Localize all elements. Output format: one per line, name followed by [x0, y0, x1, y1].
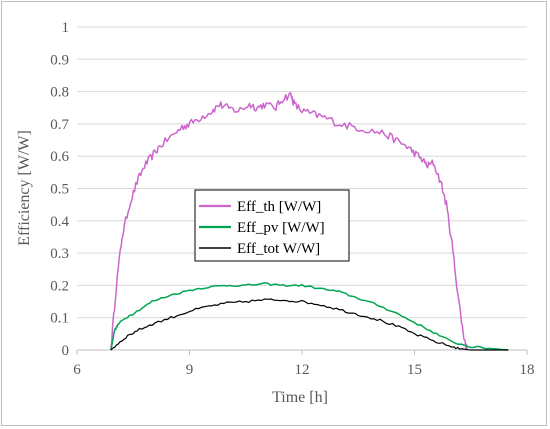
- legend-label-eff-tot: Eff_tot W/W]: [237, 241, 320, 257]
- x-tick-label: 6: [73, 362, 81, 378]
- y-tick-label: 0.8: [50, 85, 69, 101]
- legend: Eff_th [W/W] Eff_pv [W/W] Eff_tot W/W]: [194, 189, 350, 262]
- y-tick-label: 0.1: [50, 311, 69, 327]
- x-tick-labels: 6 9 12 15 18: [73, 350, 535, 378]
- y-tick-label: 0.5: [50, 182, 69, 198]
- y-tick-label: 0: [62, 343, 70, 359]
- y-tick-label: 0.4: [50, 214, 69, 230]
- legend-label-eff-th: Eff_th [W/W]: [237, 199, 321, 215]
- x-tick-label: 12: [295, 362, 310, 378]
- series-line-eff-pv: [110, 282, 509, 351]
- y-tick-label: 0.3: [50, 246, 69, 262]
- series-line-eff-tot: [110, 298, 509, 351]
- y-axis-title: Efficiency [W/W]: [16, 130, 33, 246]
- y-tick-label: 0.2: [50, 278, 69, 294]
- x-tick-label: 15: [407, 362, 422, 378]
- x-tick-label: 9: [186, 362, 194, 378]
- legend-box: [194, 189, 350, 262]
- legend-label-eff-pv: Eff_pv [W/W]: [237, 220, 325, 236]
- series-line-eff-th: [110, 92, 468, 351]
- y-tick-label: 0.7: [50, 117, 69, 133]
- series-lines: [110, 92, 509, 351]
- y-tick-labels: 0 0.1 0.2 0.3 0.4 0.5 0.6 0.7 0.8 0.9 1: [50, 20, 69, 359]
- y-tick-label: 1: [62, 20, 70, 36]
- gridlines: [77, 26, 527, 351]
- x-axis-title: Time [h]: [272, 389, 328, 406]
- y-tick-label: 0.6: [50, 149, 69, 165]
- y-tick-label: 0.9: [50, 52, 69, 68]
- x-tick-label: 18: [520, 362, 535, 378]
